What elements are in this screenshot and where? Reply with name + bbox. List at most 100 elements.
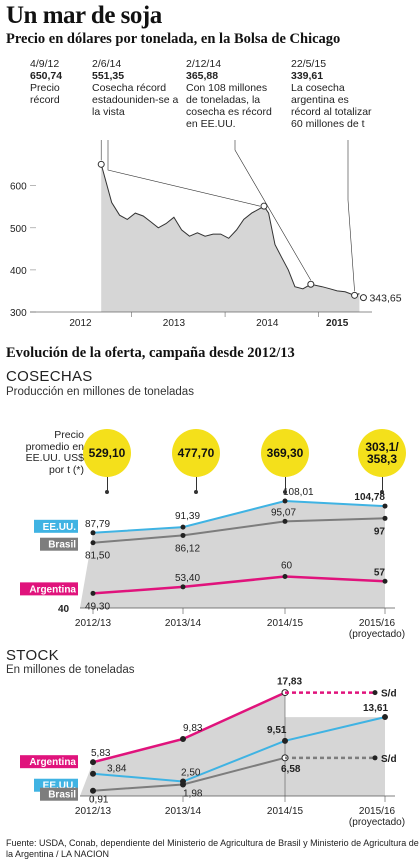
avg-price-bubble-2013-14: 477,70: [172, 429, 220, 477]
data-label: 5,83: [91, 748, 111, 759]
last-value-label: 343,65: [369, 293, 401, 305]
data-label: 1,98: [183, 789, 203, 800]
data-point: [90, 759, 96, 766]
bubble-stem: [285, 477, 286, 491]
price-area: [101, 164, 360, 312]
annotation-text: Cosecha récord estadouniden-se a la vist…: [92, 82, 179, 118]
data-point: [90, 787, 96, 794]
annotation-record-price: 4/9/12 650,74 Precio récord: [30, 58, 88, 106]
series-line-brasil: [92, 517, 386, 544]
series-line-eeuu: [92, 499, 386, 534]
category-sublabel: (proyectado): [349, 629, 405, 640]
data-label: 87,79: [85, 519, 110, 530]
data-point: [90, 540, 96, 546]
data-point: [382, 578, 388, 584]
annotation-value: 365,88: [186, 70, 219, 82]
category-label: 2013/14: [165, 806, 202, 817]
data-label: 2,50: [181, 768, 201, 779]
series-tag-label-brasil: Brasil: [48, 540, 76, 551]
x-tick-label: 2014: [256, 318, 279, 329]
data-point: [282, 498, 288, 504]
data-label: S/d: [381, 754, 397, 765]
price-line: [100, 164, 360, 296]
bubble-dot: [105, 490, 109, 494]
data-label: 53,40: [175, 573, 200, 584]
annotation-date: 4/9/12: [30, 58, 60, 70]
last-value-marker: [359, 294, 367, 302]
y-tick-label: 400: [10, 266, 27, 277]
category-label: 2014/15: [267, 806, 304, 817]
data-label: 60: [281, 561, 293, 572]
category-label: 2012/13: [75, 618, 112, 629]
annotation-date: 22/5/15: [291, 58, 327, 70]
bubble-dot: [194, 490, 198, 494]
y-tick-label: 40: [58, 604, 70, 615]
category-sublabel: (proyectado): [349, 817, 405, 828]
data-point: [180, 735, 186, 742]
main-subtitle: Precio en dólares por tonelada, en la Bo…: [6, 31, 341, 47]
data-point: [372, 755, 378, 761]
data-label: 49,30: [85, 601, 110, 612]
data-label: 9,51: [267, 725, 287, 736]
stock-heading: STOCK: [6, 647, 59, 664]
bubble-stem: [196, 477, 197, 491]
y-tick-label: 300: [10, 308, 27, 319]
annotation-text: Precio récord: [30, 82, 60, 106]
data-label: 57: [374, 567, 386, 578]
avg-price-bubble-2012-13: 529,10: [83, 429, 131, 477]
data-label: S/d: [381, 689, 397, 700]
data-label: 3,84: [107, 764, 127, 775]
bubble-dot: [283, 490, 287, 494]
annotation-leader: [107, 140, 261, 207]
annotation-leader: [347, 140, 355, 292]
annotation-value: 551,35: [92, 70, 125, 82]
annotation-text: La cosecha argentina es récord al totali…: [291, 82, 372, 130]
data-point: [382, 515, 388, 521]
annotation-date: 2/6/14: [92, 58, 122, 70]
series-tag-label-eeuu: EE.UU.: [43, 522, 77, 533]
avg-price-caption: Precio promedio en EE.UU. US$ por t (*): [25, 429, 84, 476]
data-point: [180, 532, 186, 538]
x-tick-label: 2013: [163, 318, 186, 329]
price-chart: 300 400 500 600 2012 2013 2014 2015 343,65: [10, 140, 402, 329]
category-label: 2014/15: [267, 618, 304, 629]
annotation-us-record-harvest: 2/12/14 365,88 Con 108 millones de tonel…: [186, 58, 278, 130]
category-label: 2015/16: [359, 806, 396, 817]
data-label: 95,07: [271, 507, 296, 518]
stock-area: [80, 692, 385, 796]
data-point: [282, 574, 288, 580]
series-tag-label-argentina: Argentina: [29, 584, 76, 595]
series-tag-eeuu: [34, 519, 78, 533]
supply-section-title: Evolución de la oferta, campaña desde 20…: [6, 345, 295, 361]
y-tick-label: 500: [10, 224, 27, 235]
data-point: [90, 770, 96, 777]
data-label: 97: [374, 526, 386, 537]
series-tag-brasil: [40, 787, 78, 801]
data-point: [282, 737, 288, 744]
data-point: [90, 590, 96, 596]
data-label: 9,83: [183, 723, 203, 734]
data-point: [282, 518, 288, 524]
data-point: [372, 690, 378, 696]
series-line-argentina: [92, 575, 386, 595]
data-point: [90, 530, 96, 536]
data-label: 108,01: [283, 487, 314, 498]
data-label: 81,50: [85, 551, 110, 562]
avg-price-bubble-2014-15: 369,30: [261, 429, 309, 477]
source-footer: Fuente: USDA, Conab, dependiente del Min…: [6, 838, 419, 859]
data-point: [382, 503, 388, 509]
annotation-argentina-record-harvest: 22/5/15 339,61 La cosecha argentina es r…: [291, 58, 377, 130]
data-point: [180, 524, 186, 530]
cosechas-note: Producción en millones de toneladas: [6, 386, 194, 398]
series-tag-label-argentina: Argentina: [29, 757, 76, 768]
stock-line-eeuu: [92, 716, 386, 783]
data-point: [180, 584, 186, 590]
series-tag-argentina: [20, 582, 78, 596]
annotation-text: Con 108 millones de toneladas, la cosech…: [186, 82, 272, 130]
annotation-marker: [307, 280, 315, 288]
x-tick-label: 2012: [69, 318, 92, 329]
stock-note: En millones de toneladas: [6, 664, 135, 676]
annotation-marker: [351, 291, 359, 299]
stock-chart: 05,839,8317,83S/d3,842,509,5113,610,911,…: [20, 677, 405, 828]
data-label: 86,12: [175, 543, 200, 554]
